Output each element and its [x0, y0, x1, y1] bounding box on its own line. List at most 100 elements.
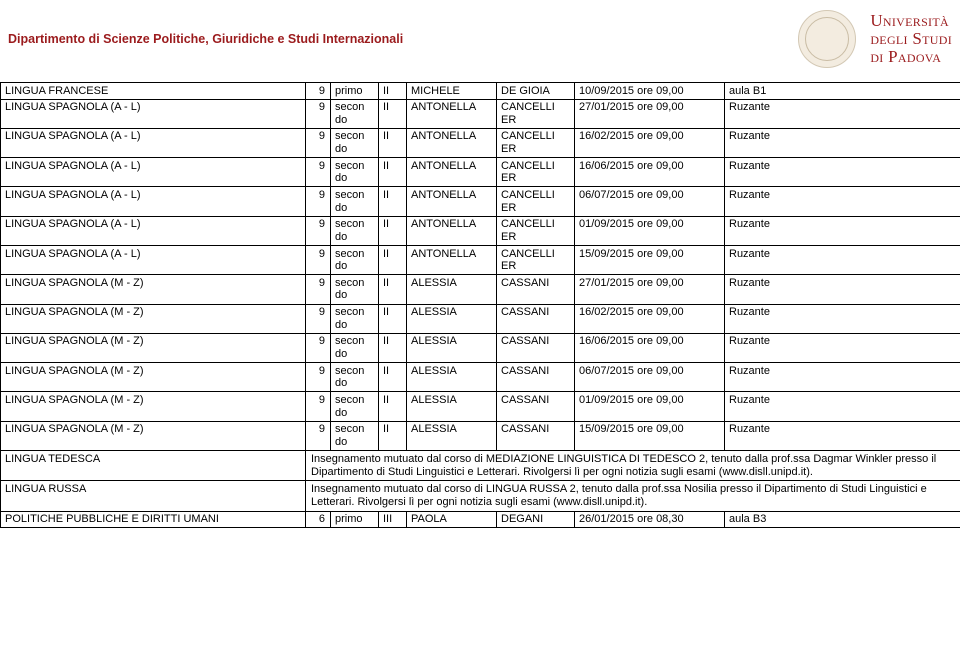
- table-row: POLITICHE PUBBLICHE E DIRITTI UMANI6prim…: [1, 511, 960, 528]
- lastname-cell: CASSANI: [497, 304, 575, 333]
- lastname-cell: DE GIOIA: [497, 83, 575, 100]
- table-row: LINGUA FRANCESE9primoIIMICHELEDE GIOIA10…: [1, 83, 960, 100]
- course-cell: LINGUA SPAGNOLA (M - Z): [1, 333, 306, 362]
- table-row: LINGUA SPAGNOLA (M - Z)9secon doIIALESSI…: [1, 392, 960, 421]
- credits-cell: 9: [306, 275, 331, 304]
- table-row: LINGUA SPAGNOLA (M - Z)9secon doIIALESSI…: [1, 333, 960, 362]
- semester-cell: II: [379, 128, 407, 157]
- date-cell: 01/09/2015 ore 09,00: [575, 216, 725, 245]
- room-cell: Ruzante: [725, 275, 960, 304]
- firstname-cell: PAOLA: [407, 511, 497, 528]
- table-row: LINGUA SPAGNOLA (M - Z)9secon doIIALESSI…: [1, 363, 960, 392]
- firstname-cell: MICHELE: [407, 83, 497, 100]
- table-row: LINGUA SPAGNOLA (M - Z)9secon doIIALESSI…: [1, 304, 960, 333]
- room-cell: Ruzante: [725, 333, 960, 362]
- semester-cell: II: [379, 187, 407, 216]
- univ-line-2: degli Studi: [870, 30, 952, 48]
- room-cell: Ruzante: [725, 158, 960, 187]
- firstname-cell: ALESSIA: [407, 275, 497, 304]
- lastname-cell: CANCELLI ER: [497, 99, 575, 128]
- university-name: Università degli Studi di Padova: [870, 12, 952, 66]
- semester-cell: II: [379, 304, 407, 333]
- room-cell: Ruzante: [725, 187, 960, 216]
- firstname-cell: ALESSIA: [407, 392, 497, 421]
- credits-cell: 9: [306, 128, 331, 157]
- semester-cell: II: [379, 99, 407, 128]
- firstname-cell: ANTONELLA: [407, 128, 497, 157]
- lastname-cell: CANCELLI ER: [497, 158, 575, 187]
- semester-cell: II: [379, 363, 407, 392]
- table-row: LINGUA SPAGNOLA (A - L)9secon doIIANTONE…: [1, 99, 960, 128]
- univ-line-1: Università: [870, 12, 952, 30]
- course-cell: LINGUA FRANCESE: [1, 83, 306, 100]
- date-cell: 16/02/2015 ore 09,00: [575, 304, 725, 333]
- course-cell: LINGUA SPAGNOLA (A - L): [1, 128, 306, 157]
- semester-cell: II: [379, 421, 407, 450]
- course-cell: LINGUA SPAGNOLA (M - Z): [1, 363, 306, 392]
- department-name: Dipartimento di Scienze Politiche, Giuri…: [8, 32, 784, 46]
- semester-cell: II: [379, 83, 407, 100]
- course-cell: LINGUA SPAGNOLA (M - Z): [1, 392, 306, 421]
- credits-cell: 9: [306, 83, 331, 100]
- university-seal-icon: [798, 10, 856, 68]
- level-cell: secon do: [331, 304, 379, 333]
- room-cell: Ruzante: [725, 99, 960, 128]
- table-row: LINGUA SPAGNOLA (A - L)9secon doIIANTONE…: [1, 128, 960, 157]
- exam-schedule-table: LINGUA FRANCESE9primoIIMICHELEDE GIOIA10…: [0, 82, 960, 528]
- firstname-cell: ANTONELLA: [407, 99, 497, 128]
- table-row-note: LINGUA TEDESCAInsegnamento mutuato dal c…: [1, 451, 960, 481]
- date-cell: 16/06/2015 ore 09,00: [575, 333, 725, 362]
- room-cell: Ruzante: [725, 128, 960, 157]
- credits-cell: 9: [306, 304, 331, 333]
- univ-line-3: di Padova: [870, 48, 952, 66]
- level-cell: secon do: [331, 246, 379, 275]
- course-cell: LINGUA SPAGNOLA (M - Z): [1, 421, 306, 450]
- table-row: LINGUA SPAGNOLA (A - L)9secon doIIANTONE…: [1, 246, 960, 275]
- level-cell: primo: [331, 83, 379, 100]
- level-cell: secon do: [331, 158, 379, 187]
- level-cell: secon do: [331, 128, 379, 157]
- date-cell: 06/07/2015 ore 09,00: [575, 187, 725, 216]
- credits-cell: 6: [306, 511, 331, 528]
- lastname-cell: CASSANI: [497, 392, 575, 421]
- course-cell: LINGUA SPAGNOLA (A - L): [1, 158, 306, 187]
- lastname-cell: CANCELLI ER: [497, 216, 575, 245]
- table-row: LINGUA SPAGNOLA (A - L)9secon doIIANTONE…: [1, 216, 960, 245]
- lastname-cell: CANCELLI ER: [497, 246, 575, 275]
- lastname-cell: CANCELLI ER: [497, 128, 575, 157]
- course-cell: LINGUA SPAGNOLA (A - L): [1, 187, 306, 216]
- lastname-cell: CASSANI: [497, 275, 575, 304]
- credits-cell: 9: [306, 392, 331, 421]
- room-cell: aula B1: [725, 83, 960, 100]
- course-cell: LINGUA SPAGNOLA (A - L): [1, 99, 306, 128]
- level-cell: secon do: [331, 333, 379, 362]
- lastname-cell: CASSANI: [497, 363, 575, 392]
- firstname-cell: ALESSIA: [407, 304, 497, 333]
- semester-cell: III: [379, 511, 407, 528]
- semester-cell: II: [379, 333, 407, 362]
- room-cell: Ruzante: [725, 216, 960, 245]
- firstname-cell: ALESSIA: [407, 421, 497, 450]
- date-cell: 27/01/2015 ore 09,00: [575, 99, 725, 128]
- level-cell: secon do: [331, 99, 379, 128]
- date-cell: 27/01/2015 ore 09,00: [575, 275, 725, 304]
- note-cell: Insegnamento mutuato dal corso di LINGUA…: [306, 481, 960, 511]
- date-cell: 06/07/2015 ore 09,00: [575, 363, 725, 392]
- room-cell: Ruzante: [725, 304, 960, 333]
- room-cell: Ruzante: [725, 363, 960, 392]
- credits-cell: 9: [306, 99, 331, 128]
- semester-cell: II: [379, 275, 407, 304]
- date-cell: 16/06/2015 ore 09,00: [575, 158, 725, 187]
- date-cell: 10/09/2015 ore 09,00: [575, 83, 725, 100]
- course-cell: LINGUA SPAGNOLA (A - L): [1, 216, 306, 245]
- credits-cell: 9: [306, 187, 331, 216]
- level-cell: primo: [331, 511, 379, 528]
- lastname-cell: CASSANI: [497, 333, 575, 362]
- level-cell: secon do: [331, 216, 379, 245]
- course-cell: LINGUA RUSSA: [1, 481, 306, 511]
- table-row-note: LINGUA RUSSAInsegnamento mutuato dal cor…: [1, 481, 960, 511]
- level-cell: secon do: [331, 187, 379, 216]
- room-cell: Ruzante: [725, 421, 960, 450]
- credits-cell: 9: [306, 363, 331, 392]
- note-cell: Insegnamento mutuato dal corso di MEDIAZ…: [306, 451, 960, 481]
